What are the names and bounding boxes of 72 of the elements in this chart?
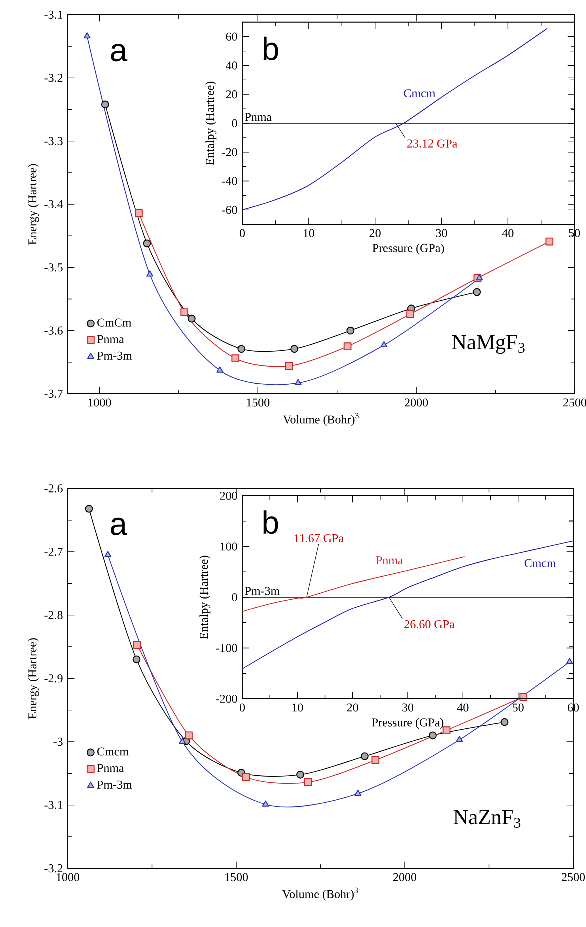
annotation: a [111, 44, 128, 62]
annotation: b [264, 510, 278, 534]
y-axis-title: Entalpy (Hartree) [206, 82, 217, 166]
x-tick-label: 1500 [247, 398, 270, 407]
x-tick-label: 2000 [394, 873, 417, 882]
y-tick-label: -60 [222, 206, 238, 214]
y-tick-label: -2.7 [44, 548, 63, 556]
y-tick-label: -3.2 [44, 864, 63, 873]
series-label: Cmcm [524, 559, 556, 568]
x-tick-label: 10 [304, 229, 314, 238]
x-tick-label: 30 [402, 704, 414, 712]
x-tick-label: 20 [370, 229, 381, 238]
y-tick-label: -2.6 [44, 484, 63, 493]
annotation: 26.60 GPa [404, 620, 455, 629]
x-tick-label: 1000 [88, 398, 112, 407]
annotation: 23.12 GPa [408, 140, 458, 148]
series-label: Cmcm [404, 89, 436, 98]
legend-label: Pm-3m [97, 780, 132, 789]
x-axis-title: Volume (Bohr)$^{3}$ [282, 888, 358, 901]
ref-line-label: Pnma [245, 113, 272, 122]
x-axis-title: Volume (Bohr)$^{3}$ [283, 413, 359, 426]
x-tick-label: 40 [502, 229, 514, 238]
y-tick-label: -3.2 [44, 74, 63, 82]
x-tick-label: 1000 [57, 873, 80, 882]
legend-label: Cmcm [98, 748, 129, 756]
x-axis-title: Pressure (GPa) [372, 244, 444, 255]
y-tick-label: -100 [216, 644, 238, 652]
legend-label: CmCm [98, 318, 132, 327]
x-tick-label: 2500 [562, 873, 586, 882]
y-tick-label: 20 [226, 90, 238, 99]
y-axis-title: Entalpy (Hartree) [200, 556, 211, 640]
y-tick-label: -3.3 [44, 137, 63, 146]
x-tick-label: 30 [436, 229, 448, 238]
annotation: 11.67 GPa [294, 534, 344, 543]
y-tick-label: -2.8 [44, 611, 63, 620]
y-tick-label: 40 [226, 62, 238, 70]
y-tick-label: -3.4 [44, 200, 64, 209]
y-tick-label: 100 [220, 542, 238, 551]
y-tick-label: -3.6 [44, 326, 63, 335]
x-tick-label: 0 [240, 704, 246, 712]
annotation: b [264, 36, 278, 60]
y-tick-label: -3.1 [44, 801, 63, 810]
y-tick-label: -2.9 [44, 674, 63, 683]
legend-label: Pm-3m [97, 352, 132, 360]
x-tick-label: 40 [457, 704, 469, 712]
y-axis-title: Energy (Hartree) [28, 164, 40, 245]
series-label: Pnma [376, 556, 404, 565]
x-tick-label: 50 [513, 704, 524, 712]
y-tick-label: -3.1 [44, 10, 63, 20]
x-axis-title: Pressure (GPa) [372, 718, 444, 730]
y-tick-label: -40 [222, 177, 238, 186]
x-tick-label: 20 [347, 704, 358, 712]
y-tick-label: -3 [54, 738, 63, 746]
y-tick-label: -20 [222, 148, 238, 156]
y-tick-label: 0 [232, 119, 238, 128]
x-tick-label: 0 [240, 229, 246, 238]
annotation: NaMgF$_{3}$ [452, 335, 525, 354]
x-tick-label: 2000 [405, 398, 428, 407]
x-tick-label: 10 [292, 704, 304, 712]
y-tick-label: -3.5 [44, 264, 63, 272]
legend-label: Pnma [97, 335, 124, 344]
legend-label: Pnma [97, 764, 124, 772]
y-axis-title: Energy (Hartree) [28, 638, 40, 719]
x-tick-label: 1500 [226, 873, 248, 882]
y-tick-label: -200 [216, 694, 238, 704]
annotation: NaZnF$_{3}$ [454, 810, 521, 828]
y-tick-label: 200 [220, 492, 238, 500]
ref-line-label: Pm-3m [245, 587, 280, 596]
y-tick-label: -3.7 [44, 390, 63, 398]
y-tick-label: 0 [232, 593, 238, 602]
annotation: a [111, 518, 128, 536]
y-tick-label: 60 [226, 32, 238, 41]
